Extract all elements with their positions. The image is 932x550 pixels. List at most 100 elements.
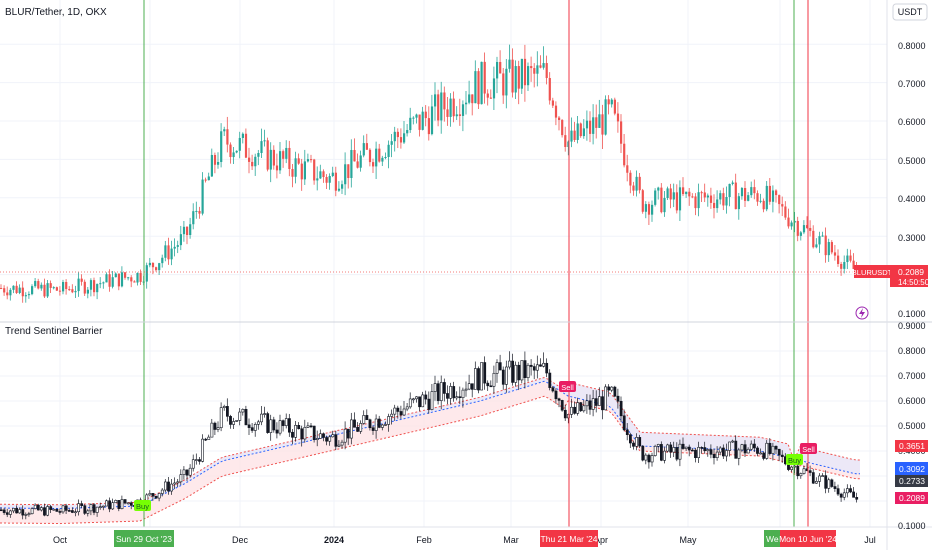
buy-signal-tag[interactable]: Buy	[786, 454, 803, 465]
candle	[790, 222, 793, 227]
candle	[597, 396, 601, 406]
candle	[232, 152, 235, 158]
candle	[756, 447, 759, 454]
candle	[651, 204, 654, 215]
candle	[703, 192, 706, 198]
candle	[340, 441, 344, 446]
candle	[238, 411, 242, 421]
lower-band-badge	[895, 475, 928, 487]
candle	[477, 71, 480, 105]
candle	[139, 273, 142, 282]
candle	[313, 159, 316, 181]
candle	[15, 507, 19, 514]
candle	[799, 232, 802, 236]
candle	[18, 287, 21, 293]
currency-label: USDT	[898, 7, 923, 17]
candle	[365, 143, 368, 150]
price-tick: 0.8000	[898, 41, 926, 51]
sell-signal-tag[interactable]: Sell	[559, 381, 576, 392]
candle	[623, 143, 626, 166]
candle	[480, 362, 484, 391]
buy-signal-tag[interactable]: Buy	[134, 500, 151, 511]
candle	[49, 506, 53, 510]
candle	[495, 362, 499, 374]
candle	[591, 398, 595, 410]
candle	[728, 183, 731, 198]
price-tick: 0.5000	[898, 421, 926, 431]
time-axis[interactable]: Oct Dec 2024 Feb Mar Apr May Jul	[53, 535, 876, 545]
candle	[390, 141, 393, 145]
candle	[809, 227, 812, 231]
currency-button[interactable]	[892, 3, 928, 21]
candle	[496, 61, 499, 79]
candle	[96, 284, 99, 293]
candle	[827, 242, 830, 256]
candle	[303, 161, 306, 180]
sell-signal-tag[interactable]: Sell	[800, 443, 817, 454]
candle	[458, 114, 461, 116]
candle	[749, 443, 753, 450]
candle	[210, 422, 214, 438]
candle	[632, 442, 635, 447]
candle	[315, 438, 319, 441]
candle	[663, 197, 666, 213]
time-tick: Dec	[232, 535, 249, 545]
candle	[198, 459, 201, 462]
candle	[285, 147, 288, 159]
candle	[318, 433, 322, 439]
candles[interactable]	[0, 58, 859, 516]
candle	[594, 398, 598, 406]
candle	[257, 153, 260, 157]
candle	[217, 161, 220, 165]
candle	[489, 385, 493, 388]
candle	[300, 428, 304, 440]
candle	[380, 424, 384, 428]
candle	[852, 260, 855, 269]
price-axis-top[interactable]: 0.8000 0.7000 0.6000 0.5000 0.4000 0.300…	[898, 41, 926, 319]
candle	[40, 284, 43, 289]
candle	[461, 389, 465, 399]
candle	[341, 184, 344, 189]
candle	[582, 405, 586, 412]
candle	[762, 200, 765, 210]
candle	[55, 287, 58, 291]
candle	[93, 280, 96, 293]
candle	[322, 433, 325, 438]
candle	[201, 438, 205, 462]
time-tick: Mar	[503, 535, 519, 545]
candle	[452, 386, 456, 399]
candle	[396, 407, 400, 412]
candle	[421, 394, 425, 408]
candle	[247, 424, 251, 428]
candle	[279, 151, 282, 171]
candle	[263, 413, 267, 415]
candle	[83, 281, 86, 294]
candle	[666, 188, 669, 198]
candle	[694, 449, 697, 458]
candle	[514, 66, 517, 93]
price-tick: 0.1000	[898, 521, 926, 531]
lightning-icon[interactable]	[855, 306, 869, 320]
last-price-badge	[890, 265, 928, 287]
candle	[855, 497, 859, 500]
candle	[458, 396, 462, 399]
candle	[0, 509, 3, 512]
candle	[310, 159, 313, 161]
candle	[74, 511, 77, 514]
middle-line-badge	[895, 462, 928, 475]
candle	[405, 406, 409, 410]
candle	[694, 196, 697, 209]
candle	[179, 234, 182, 246]
signal-date-label: Thu 21 Mar '24	[541, 534, 598, 544]
candle	[672, 192, 675, 200]
candle	[68, 289, 71, 291]
candle	[411, 398, 415, 401]
candle	[24, 295, 27, 297]
candle	[446, 109, 449, 117]
candle	[189, 224, 192, 236]
candle	[328, 436, 332, 442]
candle	[387, 416, 391, 425]
candle	[27, 294, 31, 296]
candle	[622, 415, 626, 431]
